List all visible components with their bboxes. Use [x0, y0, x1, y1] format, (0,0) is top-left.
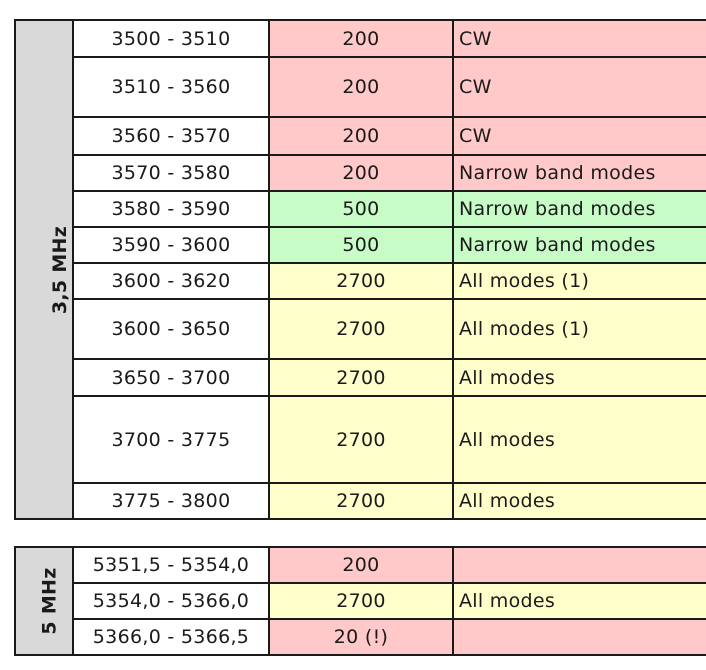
- frequency-cell: 5354,0 - 5366,0: [72, 582, 270, 620]
- bandwidth-cell: 2700: [268, 298, 454, 360]
- mode-cell: All modes (1): [452, 298, 706, 360]
- mode-cell: Narrow band modes: [452, 154, 706, 192]
- mode-cell: CW: [452, 56, 706, 118]
- frequency-cell: 3560 - 3570: [72, 116, 270, 156]
- frequency-cell: 3500 - 3510: [72, 19, 270, 58]
- frequency-cell: 3775 - 3800: [72, 482, 270, 520]
- band-label-cell: 3,5 MHz: [14, 19, 74, 520]
- bandwidth-cell: 2700: [268, 482, 454, 520]
- bandwidth-cell: 2700: [268, 262, 454, 300]
- frequency-cell: 5366,0 - 5366,5: [72, 618, 270, 656]
- table-row: 3580 - 3590 500 Narrow band modes: [15, 190, 706, 228]
- mode-cell: CW: [452, 116, 706, 156]
- mode-cell: [452, 546, 706, 584]
- bandwidth-cell: 20 (!): [268, 618, 454, 656]
- band-table-5mhz: 5 MHz 5351,5 - 5354,0 200 5354,0 - 5366,…: [14, 546, 706, 656]
- table-row: 5354,0 - 5366,0 2700 All modes: [15, 582, 706, 620]
- band-label-cell: 5 MHz: [14, 546, 74, 656]
- band-label: 3,5 MHz: [49, 225, 72, 314]
- mode-cell: Narrow band modes: [452, 190, 706, 228]
- band-label: 5 MHz: [38, 567, 61, 635]
- table-row: 3510 - 3560 200 CW: [15, 56, 706, 118]
- mode-cell: All modes: [452, 395, 706, 484]
- bandwidth-cell: 2700: [268, 395, 454, 484]
- table-row: 5 MHz 5351,5 - 5354,0 200: [14, 546, 706, 656]
- bandwidth-cell: 500: [268, 190, 454, 228]
- mode-cell: All modes: [452, 482, 706, 520]
- table-row: 3650 - 3700 2700 All modes: [15, 358, 706, 397]
- frequency-cell: 3700 - 3775: [72, 395, 270, 484]
- bandwidth-cell: 200: [268, 546, 454, 584]
- bandwidth-cell: 500: [268, 226, 454, 264]
- bandwidth-cell: 200: [268, 116, 454, 156]
- table-row: 3590 - 3600 500 Narrow band modes: [15, 226, 706, 264]
- bandwidth-cell: 2700: [268, 358, 454, 397]
- frequency-cell: 3600 - 3620: [72, 262, 270, 300]
- mode-cell: CW: [452, 19, 706, 58]
- table-row: 3560 - 3570 200 CW: [15, 116, 706, 156]
- band-table-3-5mhz: 3,5 MHz 3500 - 3510 200 CW 3510 - 3560 2…: [14, 19, 706, 520]
- frequency-cell: 3650 - 3700: [72, 358, 270, 397]
- mode-cell: All modes: [452, 358, 706, 397]
- mode-cell: [452, 618, 706, 656]
- table-row: 3600 - 3650 2700 All modes (1): [15, 298, 706, 360]
- table-row: 3,5 MHz 3500 - 3510 200 CW: [14, 19, 706, 520]
- mode-cell: Narrow band modes: [452, 226, 706, 264]
- table-row: 3570 - 3580 200 Narrow band modes: [15, 154, 706, 192]
- mode-cell: All modes: [452, 582, 706, 620]
- frequency-cell: 3510 - 3560: [72, 56, 270, 118]
- frequency-cell: 3580 - 3590: [72, 190, 270, 228]
- frequency-cell: 3600 - 3650: [72, 298, 270, 360]
- table-row: 3700 - 3775 2700 All modes: [15, 395, 706, 484]
- table-row: 3775 - 3800 2700 All modes: [15, 482, 706, 520]
- bandwidth-cell: 200: [268, 56, 454, 118]
- table-row: 3600 - 3620 2700 All modes (1): [15, 262, 706, 300]
- bandwidth-cell: 200: [268, 19, 454, 58]
- bandwidth-cell: 200: [268, 154, 454, 192]
- table-row: 5366,0 - 5366,5 20 (!): [15, 618, 706, 656]
- frequency-cell: 3570 - 3580: [72, 154, 270, 192]
- frequency-cell: 3590 - 3600: [72, 226, 270, 264]
- bandwidth-cell: 2700: [268, 582, 454, 620]
- mode-cell: All modes (1): [452, 262, 706, 300]
- frequency-cell: 5351,5 - 5354,0: [72, 546, 270, 584]
